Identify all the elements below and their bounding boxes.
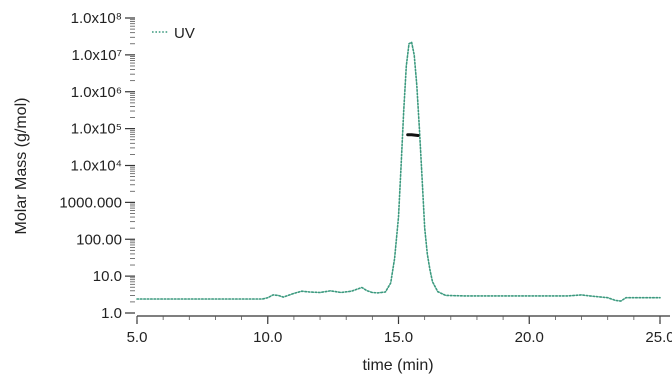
- legend-label-uv: UV: [174, 25, 195, 42]
- y-tick-label: 1000.000: [59, 194, 122, 211]
- molar-mass-trace: [406, 133, 420, 137]
- x-axis: 5.0 10.0 15.0 20.0 25.0: [127, 315, 672, 346]
- y-tick-label: 1.0x10⁴: [71, 158, 122, 175]
- series-uv-line: [136, 41, 661, 302]
- y-tick-label: 1.0x10⁸: [71, 10, 122, 27]
- y-axis: 1.0 10.0 100.00 1000.000 1.0x10⁴ 1.0x10⁵ 1.0x1…: [59, 10, 135, 322]
- y-tick-label: 1.0x10⁷: [72, 47, 122, 64]
- plot-area: [136, 41, 661, 302]
- x-axis-title: time (min): [362, 357, 433, 374]
- y-tick-label: 100.00: [76, 231, 122, 248]
- y-tick-label: 1.0x10⁶: [71, 84, 122, 101]
- y-tick-label: 1.0: [101, 305, 122, 322]
- x-tick-label: 15.0: [384, 329, 413, 346]
- y-axis-title: Molar Mass (g/mol): [13, 98, 30, 235]
- legend: UV: [152, 25, 195, 42]
- y-tick-label: 1.0x10⁵: [71, 121, 122, 138]
- x-tick-label: 5.0: [127, 329, 148, 346]
- x-tick-label: 20.0: [515, 329, 544, 346]
- x-tick-label: 10.0: [253, 329, 282, 346]
- x-tick-label: 25.0: [645, 329, 672, 346]
- y-tick-label: 10.0: [93, 268, 122, 285]
